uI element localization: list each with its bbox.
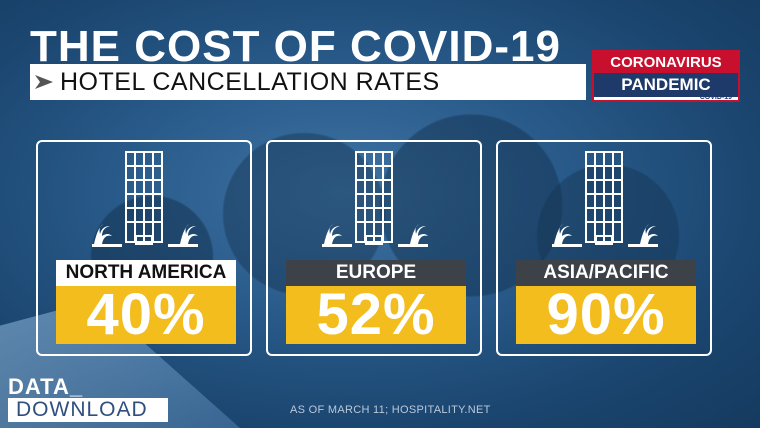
region-card-europe: EUROPE 52% (266, 140, 482, 356)
region-label: ASIA/PACIFIC (516, 260, 696, 286)
data-label: DATA_ (8, 374, 84, 399)
download-label: DOWNLOAD (8, 398, 168, 422)
page-title: THE COST OF COVID-19 (30, 22, 561, 71)
hotel-icon (552, 151, 658, 247)
cancellation-rate: 40% (56, 286, 236, 344)
source-note: AS OF MARCH 11; HOSPITALITY.NET (290, 404, 491, 416)
region-card-asia-pacific: ASIA/PACIFIC 90% (496, 140, 712, 356)
brand-line3: COVID-19 (699, 94, 732, 101)
hotel-icon (92, 151, 198, 247)
subtitle-bar: HOTEL CANCELLATION RATES (30, 64, 586, 100)
region-label: NORTH AMERICA (56, 260, 236, 286)
subtitle: HOTEL CANCELLATION RATES (60, 67, 440, 96)
coronavirus-pandemic-logo: CORONAVIRUS PANDEMIC COVID-19 (592, 50, 740, 102)
brand-line2: PANDEMIC (594, 73, 738, 97)
brand-line1: CORONAVIRUS (594, 52, 738, 73)
region-card-north-america: NORTH AMERICA 40% (36, 140, 252, 356)
arrow-icon (30, 64, 58, 100)
region-label: EUROPE (286, 260, 466, 286)
hotel-icon (322, 151, 428, 247)
cancellation-rate: 52% (286, 286, 466, 344)
cancellation-rate: 90% (516, 286, 696, 344)
